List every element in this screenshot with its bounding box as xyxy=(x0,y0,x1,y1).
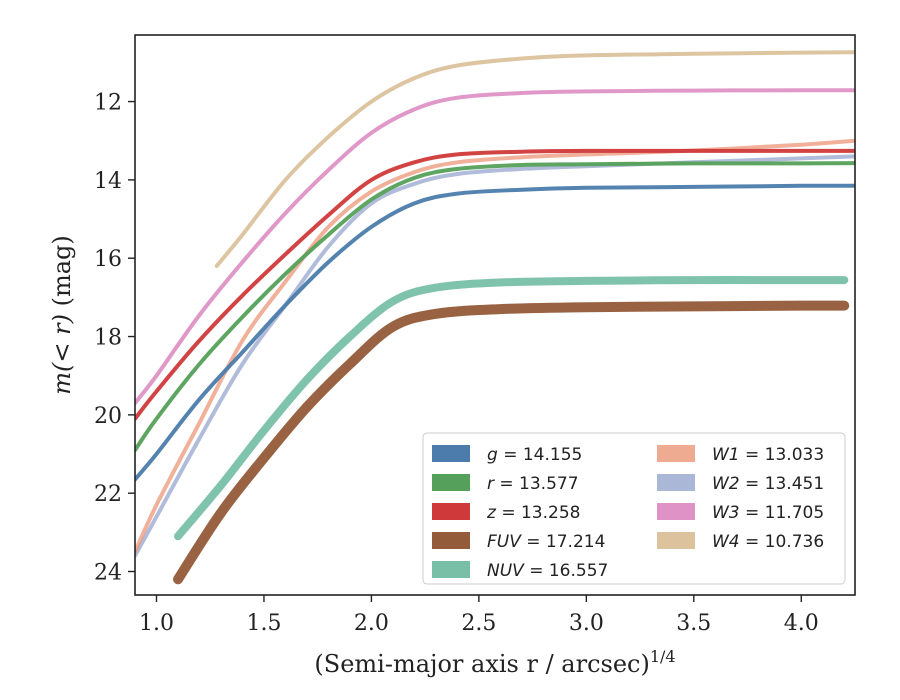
y-axis: 12 14 16 18 20 22 24 xyxy=(94,91,135,586)
legend-swatch-w4 xyxy=(657,532,695,549)
series-line-fuv xyxy=(173,300,850,585)
x-axis: 1.0 1.5 2.0 2.5 3.0 3.5 4.0 xyxy=(139,595,819,636)
y-axis-label: m(< r) (mag) xyxy=(48,235,76,395)
legend-label-w3: W3 = 11.705 xyxy=(712,503,824,523)
plot-frame xyxy=(134,34,856,596)
x-tick-label: 4.0 xyxy=(784,611,819,636)
x-tick-label: 1.0 xyxy=(139,611,174,636)
legend-swatch-fuv xyxy=(432,532,470,549)
x-axis-label: (Semi-major axis r / arcsec)1/4 xyxy=(314,647,675,678)
legend: g = 14.155 r = 13.577 z = 13.258 FUV = 17.2… xyxy=(422,432,846,585)
x-tick-label: 2.5 xyxy=(461,611,496,636)
legend-label-z: z = 13.258 xyxy=(486,503,580,523)
legend-swatch-w2 xyxy=(657,474,695,491)
y-tick-label: 24 xyxy=(94,561,122,586)
series-layer xyxy=(135,50,855,585)
x-tick-label: 3.0 xyxy=(569,611,604,636)
x-tick-label: 1.5 xyxy=(246,611,281,636)
legend-swatch-g xyxy=(432,445,470,462)
series-line-w4 xyxy=(214,50,855,268)
legend-swatch-r xyxy=(432,474,470,491)
y-tick-label: 14 xyxy=(94,169,122,194)
legend-label-w1: W1 = 13.033 xyxy=(712,445,824,465)
series-line-g xyxy=(135,183,855,482)
y-tick-label: 20 xyxy=(94,404,122,429)
legend-swatch-w1 xyxy=(657,445,695,462)
x-tick-label: 3.5 xyxy=(676,611,711,636)
y-tick-label: 18 xyxy=(94,326,122,351)
series-line-w3 xyxy=(135,88,855,406)
legend-label-w4: W4 = 10.736 xyxy=(712,532,824,552)
legend-label-fuv: FUV = 17.214 xyxy=(487,532,605,552)
legend-label-r: r = 13.577 xyxy=(487,474,579,494)
legend-swatch-w3 xyxy=(657,503,695,520)
legend-label-nuv: NUV = 16.557 xyxy=(487,561,608,581)
legend-swatch-nuv xyxy=(432,561,470,578)
legend-swatch-z xyxy=(432,503,470,520)
y-tick-label: 12 xyxy=(94,91,122,116)
y-tick-label: 16 xyxy=(94,247,122,272)
series-line-nuv xyxy=(174,276,849,541)
series-line-z xyxy=(135,148,855,421)
legend-box xyxy=(422,432,846,585)
y-tick-label: 22 xyxy=(94,482,122,507)
legend-label-g: g = 14.155 xyxy=(487,445,582,465)
series-line-r xyxy=(135,161,855,453)
legend-label-w2: W2 = 13.451 xyxy=(712,474,824,494)
x-tick-label: 2.0 xyxy=(354,611,389,636)
